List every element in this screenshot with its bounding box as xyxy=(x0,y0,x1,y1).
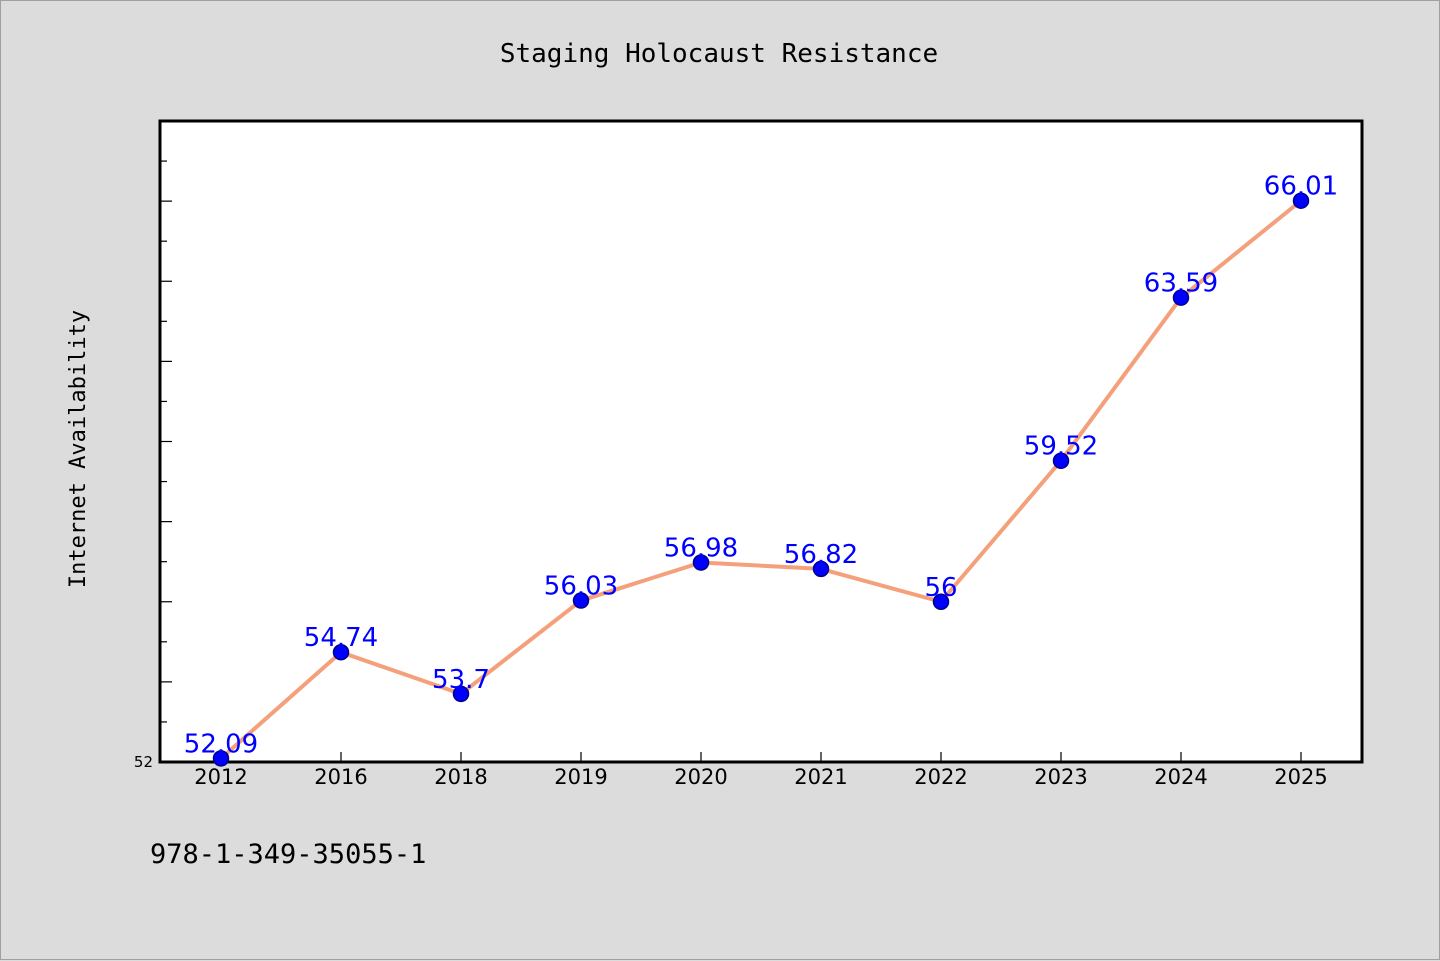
data-label: 52.09 xyxy=(184,729,258,759)
y-axis-title: Internet Availability xyxy=(66,310,91,588)
series-line-group xyxy=(219,198,1303,761)
data-point xyxy=(1052,452,1070,469)
data-label: 56.03 xyxy=(544,572,618,602)
data-label: 56.98 xyxy=(664,533,738,563)
chart-title: Staging Holocaust Resistance xyxy=(500,39,938,69)
data-label: 53.7 xyxy=(432,665,490,695)
x-tick-label: 2023 xyxy=(1034,765,1087,789)
data-label: 59.52 xyxy=(1024,432,1098,462)
x-tick-label: 2022 xyxy=(914,765,967,789)
plot-area xyxy=(158,119,1364,764)
data-label: 63.59 xyxy=(1144,269,1218,299)
x-tick-label: 2018 xyxy=(434,765,487,789)
data-point xyxy=(332,643,350,661)
data-point xyxy=(452,685,470,703)
x-tick-label: 2024 xyxy=(1154,765,1207,789)
x-tick-label: 2012 xyxy=(194,765,247,789)
data-point xyxy=(1292,192,1310,209)
x-tick-label: 2019 xyxy=(554,765,607,789)
x-tick-label: 2025 xyxy=(1274,765,1327,789)
x-tick-label: 2020 xyxy=(674,765,727,789)
data-point xyxy=(212,750,230,767)
data-point xyxy=(692,554,710,571)
series-line xyxy=(219,198,1303,761)
data-point xyxy=(572,592,590,609)
data-point xyxy=(1172,289,1190,306)
y-axis-ticks: 52 xyxy=(134,160,172,771)
footer-code: 978-1-349-35055-1 xyxy=(150,839,426,870)
data-label: 54.74 xyxy=(304,623,378,653)
data-label: 56 xyxy=(924,573,957,603)
y-tick-label: 52 xyxy=(134,753,153,771)
data-label: 66.01 xyxy=(1264,172,1338,202)
data-labels: 52.09 54.74 53.7 56.03 56.98 56.82 56 59.52 63.5… xyxy=(184,172,1338,760)
data-point xyxy=(932,593,950,610)
x-tick-label: 2021 xyxy=(794,765,847,789)
data-label: 56.82 xyxy=(784,540,858,570)
data-point xyxy=(812,560,830,578)
x-tick-label: 2016 xyxy=(314,765,367,789)
x-axis-ticks: 2012 2016 2018 2019 2020 2021 2022 2023 2024 2025 xyxy=(194,752,1328,789)
data-markers xyxy=(212,192,1310,767)
